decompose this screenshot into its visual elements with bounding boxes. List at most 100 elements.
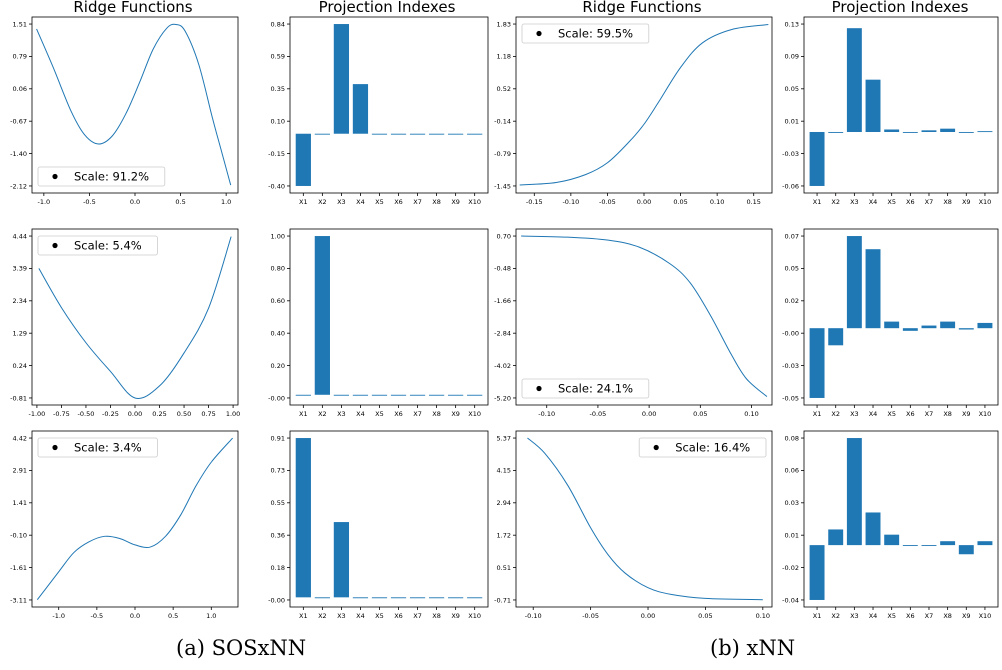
y-tick-label: 0.59 — [271, 53, 285, 61]
x-tick-label: -0.05 — [590, 410, 607, 418]
x-tick-label: X3 — [337, 612, 346, 620]
x-tick-label: -0.05 — [599, 198, 616, 206]
axes-frame — [289, 228, 489, 406]
y-tick-label: 2.91 — [13, 467, 27, 475]
y-tick-label: -0.04 — [782, 596, 799, 604]
column-title-projection-a: Projection Indexes — [318, 0, 456, 16]
y-tick-label: 0.08 — [785, 434, 799, 442]
y-tick-label: 0.06 — [13, 85, 27, 93]
x-tick-label: X7 — [413, 198, 422, 206]
x-tick-label: X4 — [356, 198, 365, 206]
bar-X3 — [846, 438, 862, 546]
bar-X3 — [333, 394, 350, 396]
x-tick-label: -0.5 — [83, 198, 96, 206]
x-tick-label: 0.10 — [744, 410, 758, 418]
y-tick-label: -1.45 — [494, 182, 511, 190]
x-tick-label: X1 — [299, 198, 308, 206]
x-tick-label: X2 — [318, 612, 327, 620]
legend: Scale: 16.4% — [638, 437, 767, 458]
caption-xnn: (b) xNN — [710, 636, 796, 660]
x-tick-label: X7 — [925, 198, 934, 206]
y-tick-label: 0.36 — [271, 531, 285, 539]
y-tick-label: 0.24 — [13, 362, 27, 370]
legend-label: Scale: 91.2% — [74, 170, 149, 184]
bar-X6 — [902, 328, 918, 331]
legend-marker — [52, 173, 58, 180]
bar-X8 — [940, 128, 956, 132]
y-tick-label: 0.05 — [785, 265, 799, 273]
x-tick-label: X2 — [831, 612, 840, 620]
bar-X10 — [467, 597, 483, 599]
x-tick-label: X4 — [869, 612, 878, 620]
x-tick-label: 1.0 — [221, 198, 231, 206]
panel-a-ridge-1: -2.12 -1.40 -0.67 0.06 0.79 1.51 -1.0 -0.5 0.0 0.… — [10, 16, 239, 206]
legend-label: Scale: 59.5% — [558, 27, 633, 41]
y-tick-label: -0.05 — [782, 394, 799, 402]
axes-frame — [803, 228, 999, 406]
x-tick-label: X7 — [413, 612, 422, 620]
x-tick-label: 0.5 — [168, 612, 178, 620]
y-tick-label: 5.37 — [497, 434, 511, 442]
y-tick-label: 0.91 — [271, 434, 285, 442]
y-tick-label: 1.29 — [13, 329, 27, 337]
x-tick-label: X10 — [979, 198, 992, 206]
bar-X10 — [467, 133, 483, 135]
y-tick-label: 0.13 — [785, 20, 799, 28]
y-tick-label: -0.06 — [782, 182, 799, 190]
x-tick-label: -0.75 — [53, 410, 70, 418]
x-tick-label: X1 — [299, 410, 308, 418]
panel-b-ridge-3: -0.71 0.51 1.72 2.94 4.15 5.37 -0.10 -0.05 0.00 0… — [494, 430, 773, 620]
legend-marker — [536, 30, 542, 37]
bar-X7 — [921, 545, 937, 547]
bar-X5 — [371, 597, 388, 599]
x-tick-label: X2 — [318, 410, 327, 418]
y-tick-label: 0.80 — [271, 265, 285, 273]
bar-X1 — [295, 394, 311, 396]
bar-X2 — [828, 328, 844, 346]
y-tick-label: -0.00 — [268, 394, 285, 402]
x-tick-label: 0.05 — [673, 198, 687, 206]
x-tick-label: 0.50 — [177, 410, 191, 418]
x-tick-label: X6 — [394, 612, 403, 620]
x-tick-label: X8 — [432, 612, 441, 620]
bar-X10 — [467, 394, 483, 396]
legend: Scale: 24.1% — [521, 378, 650, 399]
y-tick-label: 0.60 — [271, 297, 285, 305]
panel-a-proj-1: -0.40 -0.15 0.10 0.35 0.59 0.84 X1 X2 X3 X4 X5 X6 X7… — [268, 16, 489, 206]
legend-box — [37, 166, 166, 187]
panel-b-ridge-1: -1.45 -0.79 -0.14 0.52 1.18 1.83 -0.15 -0.10 -0.… — [494, 16, 773, 206]
bar-X10 — [977, 541, 993, 546]
x-tick-label: X1 — [299, 612, 308, 620]
caption-sosxnn: (a) SOSxNN — [176, 636, 307, 660]
bar-X5 — [884, 321, 900, 329]
x-tick-label: X9 — [962, 198, 971, 206]
bar-X4 — [865, 249, 881, 329]
y-tick-label: 0.01 — [785, 117, 799, 125]
bar-X8 — [940, 321, 956, 329]
x-tick-label: X4 — [356, 612, 365, 620]
panel-b-proj-1: -0.06 -0.03 0.01 0.05 0.09 0.13 X1 X2 X3 X4 X5 X6 X7… — [782, 16, 999, 206]
y-tick-label: 0.07 — [785, 232, 799, 240]
bar-X2 — [828, 131, 844, 133]
panel-a-proj-3: -0.00 0.18 0.36 0.55 0.73 0.91 X1 X2 X3 X4 X5 X6 X7 X… — [268, 430, 489, 620]
y-tick-label: -4.02 — [494, 362, 511, 370]
y-tick-label: -0.67 — [10, 117, 27, 125]
x-tick-label: X5 — [887, 198, 896, 206]
legend-box — [638, 437, 767, 458]
legend: Scale: 59.5% — [521, 23, 650, 44]
y-tick-label: -0.14 — [494, 117, 511, 125]
bar-X3 — [333, 522, 350, 598]
bar-X8 — [428, 133, 445, 135]
y-tick-label: 0.02 — [785, 297, 799, 305]
bar-X2 — [314, 236, 330, 395]
y-tick-label: 0.18 — [271, 564, 285, 572]
axes-frame — [803, 16, 999, 194]
y-tick-label: 1.51 — [13, 20, 27, 28]
bar-X2 — [314, 597, 330, 599]
x-tick-label: 0.05 — [698, 612, 712, 620]
x-tick-label: X8 — [432, 410, 441, 418]
column-title-projection-b: Projection Indexes — [831, 0, 969, 16]
panel-b-ridge-2: -5.20 -4.02 -2.84 -1.66 -0.48 0.70 -0.10 -0.05 0… — [494, 228, 773, 418]
y-tick-label: 4.42 — [13, 434, 27, 442]
y-tick-label: 3.39 — [13, 265, 27, 273]
